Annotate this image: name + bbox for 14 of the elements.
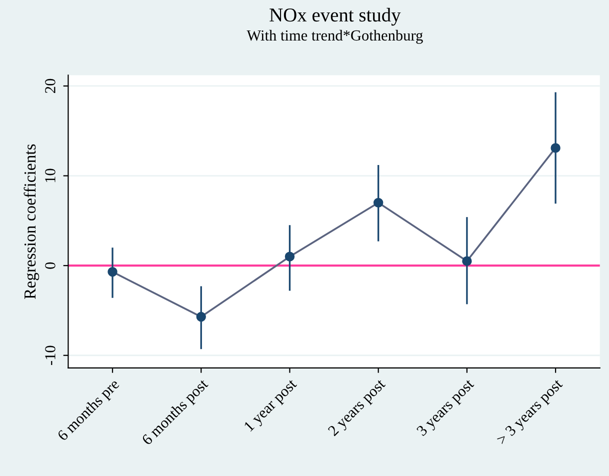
y-tick-label: 10 [45,168,56,182]
y-axis-title: Regression coefficients [24,144,40,299]
chart-subtitle: With time trend*Gothenburg [246,30,423,44]
point [373,198,384,208]
chart-title: NOx event study [270,8,401,26]
y-tick-label: 20 [45,78,56,93]
point [462,256,472,266]
point [108,267,118,277]
y-tick-label: 0 [45,262,56,269]
y-tick-label: -10 [45,346,56,365]
point [196,312,206,322]
point [550,143,560,153]
point [284,252,295,262]
x-tick-label: 1 year post [244,378,300,434]
